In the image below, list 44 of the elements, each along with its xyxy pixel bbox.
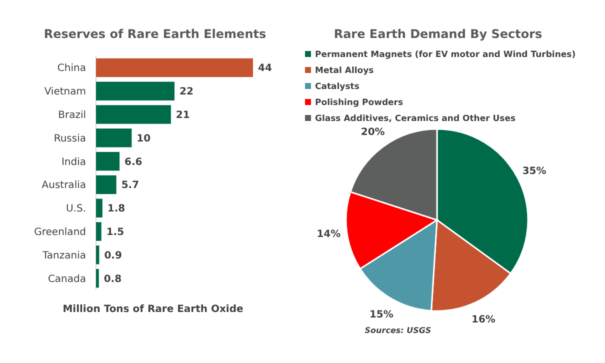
bar [96,82,174,100]
bar [96,105,171,124]
bar [96,175,116,194]
y-tick-label: Australia [42,180,86,192]
data-label: 0.8 [104,274,122,285]
source-note: Sources: USGS [364,326,432,335]
bar [96,152,120,171]
data-label: 20% [360,127,385,138]
legend-label: Permanent Magnets (for EV motor and Wind Turbines) [315,50,576,60]
data-label: 35% [522,166,546,177]
y-tick-label: Brazil [58,110,86,121]
data-label: 10 [136,133,151,144]
bar [96,58,253,78]
data-label: 44 [258,63,272,74]
data-label: 1.5 [106,227,124,238]
bar [96,246,100,264]
data-label: 6.6 [124,156,142,168]
bar [96,198,102,218]
data-label: 15% [369,309,394,320]
y-tick-label: Canada [48,274,86,285]
legend-label: Polishing Powders [315,98,404,108]
bar [96,128,132,148]
x-axis-title: Million Tons of Rare Earth Oxide [62,304,244,315]
chart-title: Rare Earth Demand By Sectors [334,27,542,41]
data-label: 22 [180,86,194,98]
bar [96,222,102,241]
y-tick-label: Tanzania [41,250,86,262]
y-tick-label: India [61,156,86,168]
data-label: 16% [472,314,496,326]
legend-label: Catalysts [315,82,360,92]
y-tick-label: Vietnam [44,86,86,98]
data-label: 21 [176,110,190,121]
legend-label: Glass Additives, Ceramics and Other Uses [315,114,516,124]
y-tick-label: China [57,63,86,74]
bar [96,268,99,288]
data-label: 0.9 [104,250,122,262]
chart-title: Reserves of Rare Earth Elements [44,27,266,41]
data-label: 14% [316,229,341,240]
y-tick-label: Greenland [34,227,86,238]
legend-label: Metal Alloys [315,66,374,76]
data-label: 1.8 [107,204,126,215]
y-tick-label: U.S. [66,204,86,215]
y-tick-label: Russia [54,133,86,144]
data-label: 5.7 [121,180,140,192]
